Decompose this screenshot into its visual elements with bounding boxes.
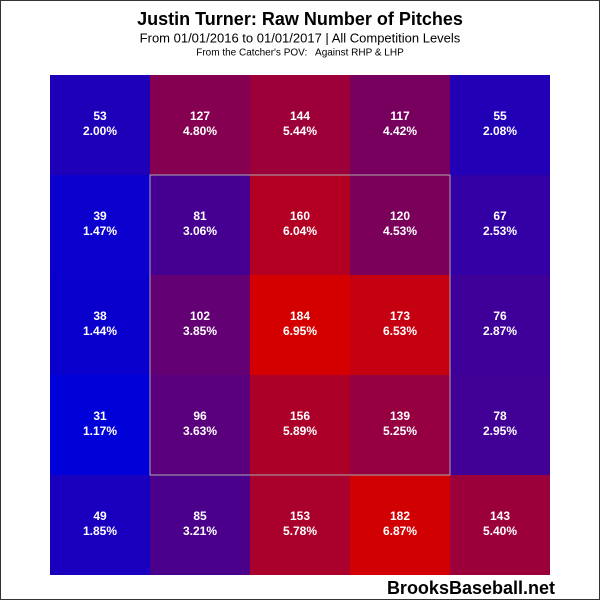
cell (250, 275, 350, 375)
percent-label: 4.80% (183, 124, 217, 138)
count-label: 38 (93, 309, 107, 323)
cell (450, 75, 550, 175)
percent-label: 2.87% (483, 324, 517, 338)
cell (450, 375, 550, 475)
percent-label: 6.53% (383, 324, 417, 338)
percent-label: 6.04% (283, 224, 317, 238)
cell (50, 75, 150, 175)
count-label: 139 (390, 409, 410, 423)
percent-label: 2.53% (483, 224, 517, 238)
percent-label: 1.17% (83, 424, 117, 438)
cell (350, 75, 450, 175)
percent-label: 4.53% (383, 224, 417, 238)
cell (250, 75, 350, 175)
cell (150, 275, 250, 375)
count-label: 96 (193, 409, 207, 423)
chart-title: Justin Turner: Raw Number of Pitches (137, 9, 463, 29)
cell (150, 75, 250, 175)
percent-label: 6.87% (383, 524, 417, 538)
percent-label: 3.63% (183, 424, 217, 438)
cell (50, 175, 150, 275)
count-label: 153 (290, 509, 310, 523)
count-label: 173 (390, 309, 410, 323)
strike-zone (149, 174, 451, 476)
cell (250, 175, 350, 275)
cell (50, 475, 150, 575)
cell (450, 275, 550, 375)
count-label: 160 (290, 209, 310, 223)
cell (150, 375, 250, 475)
count-label: 184 (290, 309, 310, 323)
cell (150, 475, 250, 575)
percent-label: 2.95% (483, 424, 517, 438)
percent-label: 2.00% (83, 124, 117, 138)
count-label: 81 (193, 209, 207, 223)
percent-label: 5.89% (283, 424, 317, 438)
count-label: 102 (190, 309, 210, 323)
cell (50, 275, 150, 375)
cell (350, 175, 450, 275)
cell (250, 375, 350, 475)
count-label: 39 (93, 209, 107, 223)
chart-subtitle: From 01/01/2016 to 01/01/2017 | All Comp… (140, 30, 461, 45)
count-label: 31 (93, 409, 107, 423)
count-label: 55 (493, 109, 507, 123)
percent-label: 1.44% (83, 324, 117, 338)
count-label: 49 (93, 509, 107, 523)
percent-label: 1.85% (83, 524, 117, 538)
chart-note: From the Catcher's POV: Against RHP & LH… (196, 48, 404, 59)
cell (250, 475, 350, 575)
count-label: 78 (493, 409, 507, 423)
percent-label: 3.85% (183, 324, 217, 338)
cell (350, 475, 450, 575)
count-label: 143 (490, 509, 510, 523)
cell (50, 375, 150, 475)
count-label: 120 (390, 209, 410, 223)
percent-label: 5.44% (283, 124, 317, 138)
percent-label: 2.08% (483, 124, 517, 138)
cell (450, 475, 550, 575)
percent-label: 5.40% (483, 524, 517, 538)
percent-label: 3.21% (183, 524, 217, 538)
cell (350, 375, 450, 475)
count-label: 156 (290, 409, 310, 423)
watermark: BrooksBaseball.net (387, 578, 555, 598)
cell (350, 275, 450, 375)
count-label: 85 (193, 509, 207, 523)
percent-label: 5.78% (283, 524, 317, 538)
count-label: 182 (390, 509, 410, 523)
cell (450, 175, 550, 275)
percent-label: 4.42% (383, 124, 417, 138)
percent-label: 5.25% (383, 424, 417, 438)
count-label: 76 (493, 309, 507, 323)
count-label: 67 (493, 209, 507, 223)
count-label: 127 (190, 109, 210, 123)
cell (150, 175, 250, 275)
percent-label: 6.95% (283, 324, 317, 338)
percent-label: 3.06% (183, 224, 217, 238)
count-label: 117 (390, 109, 410, 123)
percent-label: 1.47% (83, 224, 117, 238)
count-label: 144 (290, 109, 310, 123)
count-label: 53 (93, 109, 107, 123)
